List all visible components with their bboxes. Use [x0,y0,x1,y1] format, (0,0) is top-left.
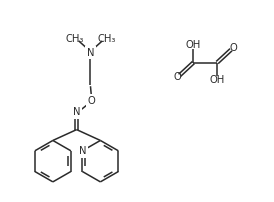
Text: O: O [88,96,95,106]
Text: N: N [73,107,80,117]
Text: OH: OH [186,40,201,50]
Text: OH: OH [210,75,225,85]
Text: O: O [229,43,237,53]
Text: CH₃: CH₃ [65,34,84,44]
Text: N: N [79,146,86,156]
Text: N: N [87,48,94,58]
Text: CH₃: CH₃ [97,34,116,44]
Text: O: O [174,72,181,82]
